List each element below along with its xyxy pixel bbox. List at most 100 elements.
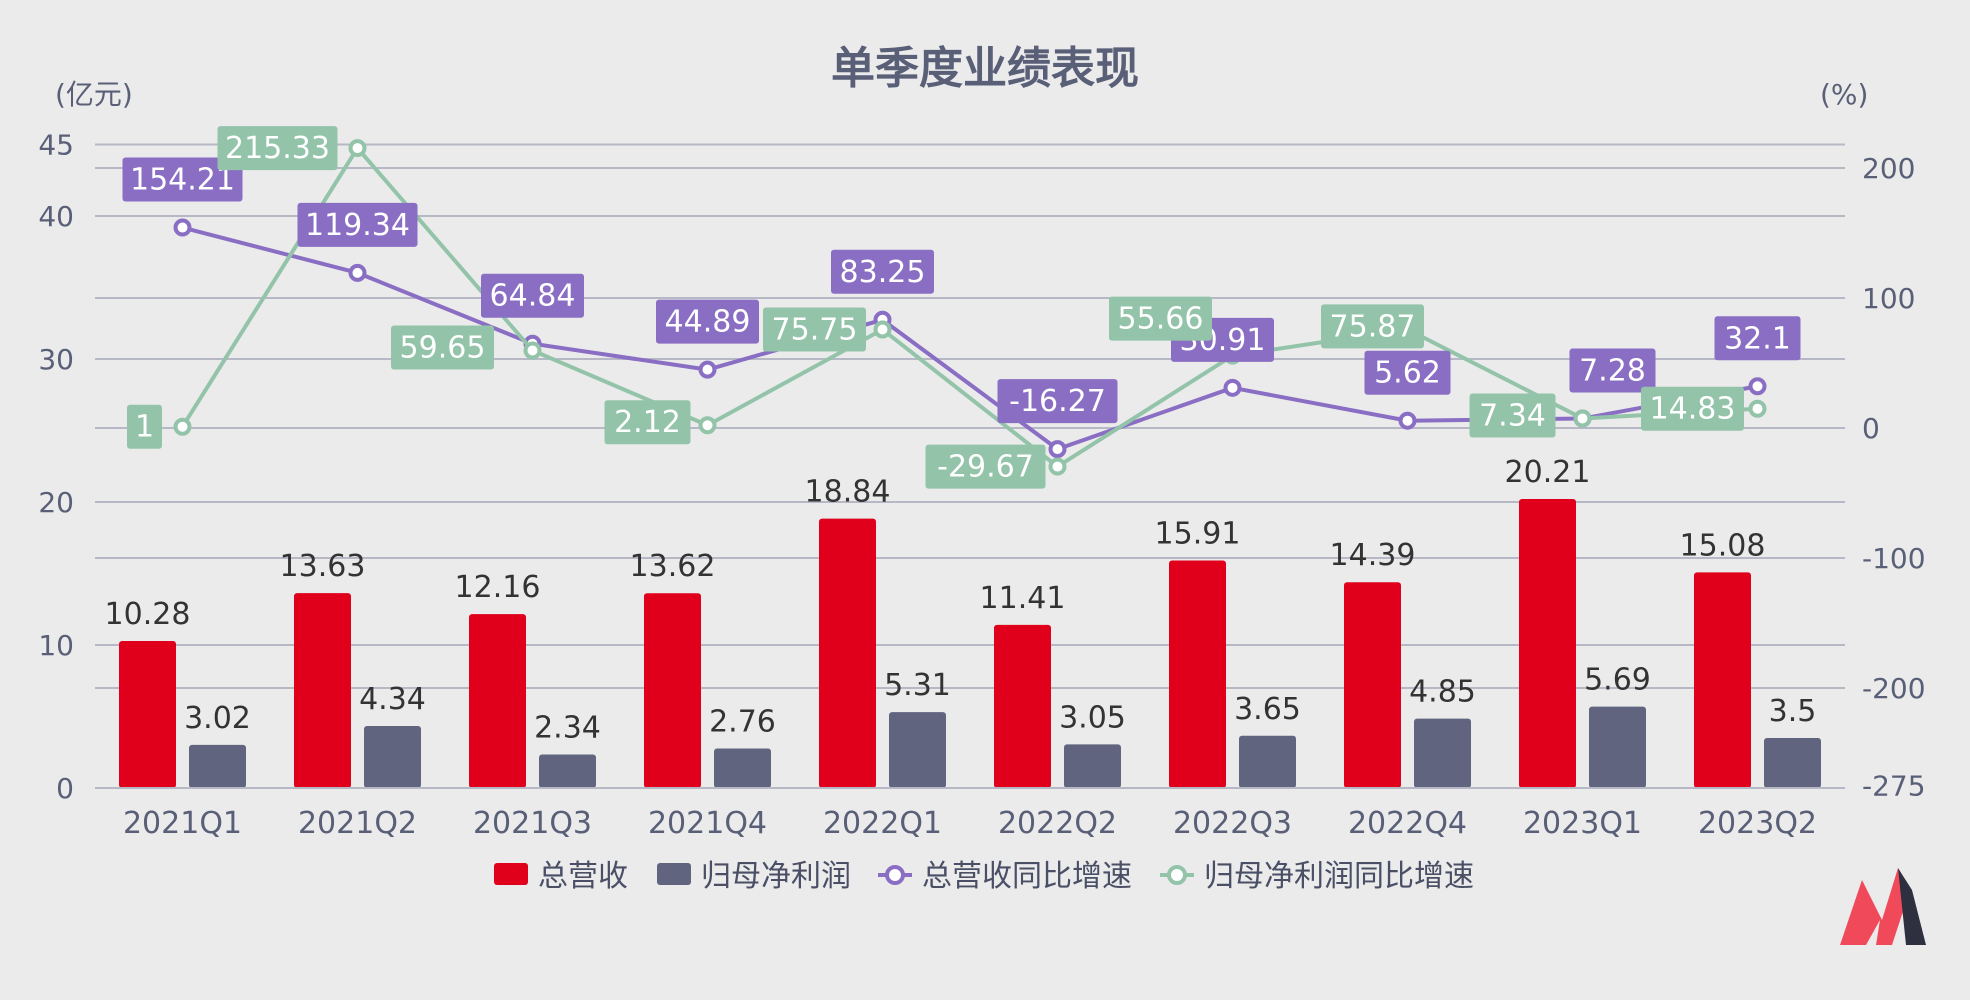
profit-yoy-label-text: 1 [135,410,154,445]
profit-yoy-point [348,139,367,158]
right-axis-unit: (%) [1820,78,1868,111]
profit-yoy-point [523,341,542,360]
profit-yoy-label-box [1321,304,1424,349]
profit-yoy-label-box [127,404,162,449]
revenue-yoy-point [348,263,367,282]
profit-bar [1239,735,1296,788]
profit-yoy-label: 59.65 [391,325,494,370]
revenue-bar-label: 13.62 [630,549,716,584]
revenue-yoy-label: 154.21 [122,157,243,202]
bars [119,498,1821,788]
revenue-yoy-point [173,218,192,237]
profit-yoy-label-box [391,325,494,370]
revenue-bar-label: 20.21 [1505,455,1591,490]
profit-yoy-label-box [217,126,338,171]
profit-bar [1764,737,1821,788]
profit-yoy-label: 55.66 [1109,296,1212,341]
profit-yoy-label-text: 7.34 [1479,398,1546,433]
profit-bar [1414,718,1471,788]
legend-swatch-marker [885,865,905,885]
profit-yoy-point [1573,409,1592,428]
revenue-yoy-point [698,360,717,379]
legend-swatch-marker [1167,865,1187,885]
profit-yoy-label-text: 14.83 [1650,392,1736,427]
revenue-bar-label: 13.63 [280,549,366,584]
revenue-yoy-label-text: 154.21 [130,163,235,198]
profit-yoy-label: 1 [127,404,162,449]
x-axis-tick: 2023Q2 [1698,806,1817,841]
profit-yoy-label: 75.75 [763,307,866,352]
revenue-bar-label: 18.84 [805,475,891,510]
revenue-yoy-label: 32.1 [1714,316,1801,361]
revenue-bar [1169,560,1226,788]
revenue-yoy-label: 7.28 [1569,348,1656,393]
profit-yoy-label-box [1109,296,1212,341]
profit-yoy-point [1048,457,1067,476]
revenue-yoy-label: 83.25 [831,249,934,294]
profit-bar-label: 5.69 [1584,663,1651,698]
x-axis-tick: 2021Q2 [298,806,417,841]
legend-label: 归母净利润 [701,859,851,894]
profit-bar-label: 3.02 [184,701,251,736]
revenue-yoy-label-box [997,379,1118,424]
x-axis-tick: 2022Q2 [998,806,1117,841]
profit-yoy-point [1748,399,1767,418]
revenue-bar [1694,572,1751,788]
profit-yoy-label-text: 75.87 [1330,309,1416,344]
legend: 总营收 归母净利润 总营收同比增速 归母净利润同比增速 [494,859,1474,894]
logo-mark-back [1898,868,1926,945]
profit-bar [189,744,246,788]
revenue-bar-label: 15.91 [1155,516,1241,551]
profit-yoy-label: 2.12 [604,400,691,445]
left-axis-tick: 30 [38,343,74,376]
revenue-yoy-point [1748,377,1767,396]
profit-yoy-label-box [763,307,866,352]
right-axis-tick: -200 [1862,672,1926,705]
left-axis-unit: (亿元) [55,78,133,111]
legend-swatch [494,863,528,885]
profit-yoy-point [173,417,192,436]
x-axis-tick: 2023Q1 [1523,806,1642,841]
revenue-yoy-label-box [122,157,243,202]
profit-yoy-label-text: -29.67 [937,450,1034,485]
revenue-yoy-label-box [297,202,418,247]
x-axis-tick: 2021Q1 [123,806,242,841]
profit-yoy-label: 14.83 [1641,386,1744,431]
revenue-bar [994,624,1051,788]
profit-yoy-label: 215.33 [217,126,338,171]
revenue-yoy-point [1048,440,1067,459]
revenue-yoy-point [1223,378,1242,397]
profit-bar-label: 3.65 [1234,692,1301,727]
profit-bar [714,748,771,788]
revenue-yoy-label: -16.27 [997,379,1118,424]
profit-bar [889,712,946,788]
legend-label: 总营收同比增速 [922,859,1132,894]
profit-bar-label: 5.31 [884,668,951,703]
right-axis-tick: 200 [1862,152,1915,185]
profit-yoy-label-text: 59.65 [400,330,486,365]
profit-bar-label: 2.34 [534,711,601,746]
profit-bar [364,725,421,788]
x-axis-tick: 2022Q4 [1348,806,1467,841]
left-axis-tick: 20 [38,486,74,519]
profit-bar-label: 4.34 [359,682,426,717]
profit-bar [1589,706,1646,788]
legend-label: 归母净利润同比增速 [1204,859,1474,894]
revenue-bar [119,640,176,788]
revenue-yoy-label-text: 5.62 [1374,356,1441,391]
profit-yoy-point [873,320,892,339]
profit-yoy-label-text: 75.75 [772,313,858,348]
revenue-bar [1519,498,1576,788]
revenue-yoy-label: 64.84 [481,273,584,318]
left-axis-tick: 0 [56,772,74,805]
revenue-bar [819,518,876,788]
revenue-bar [294,593,351,788]
revenue-bar [1344,582,1401,788]
revenue-yoy-label-text: 32.1 [1724,321,1791,356]
profit-yoy-label: 7.34 [1469,393,1556,438]
revenue-yoy-label-text: 83.25 [840,255,926,290]
profit-bar-label: 4.85 [1409,675,1476,710]
revenue-bar [644,593,701,788]
